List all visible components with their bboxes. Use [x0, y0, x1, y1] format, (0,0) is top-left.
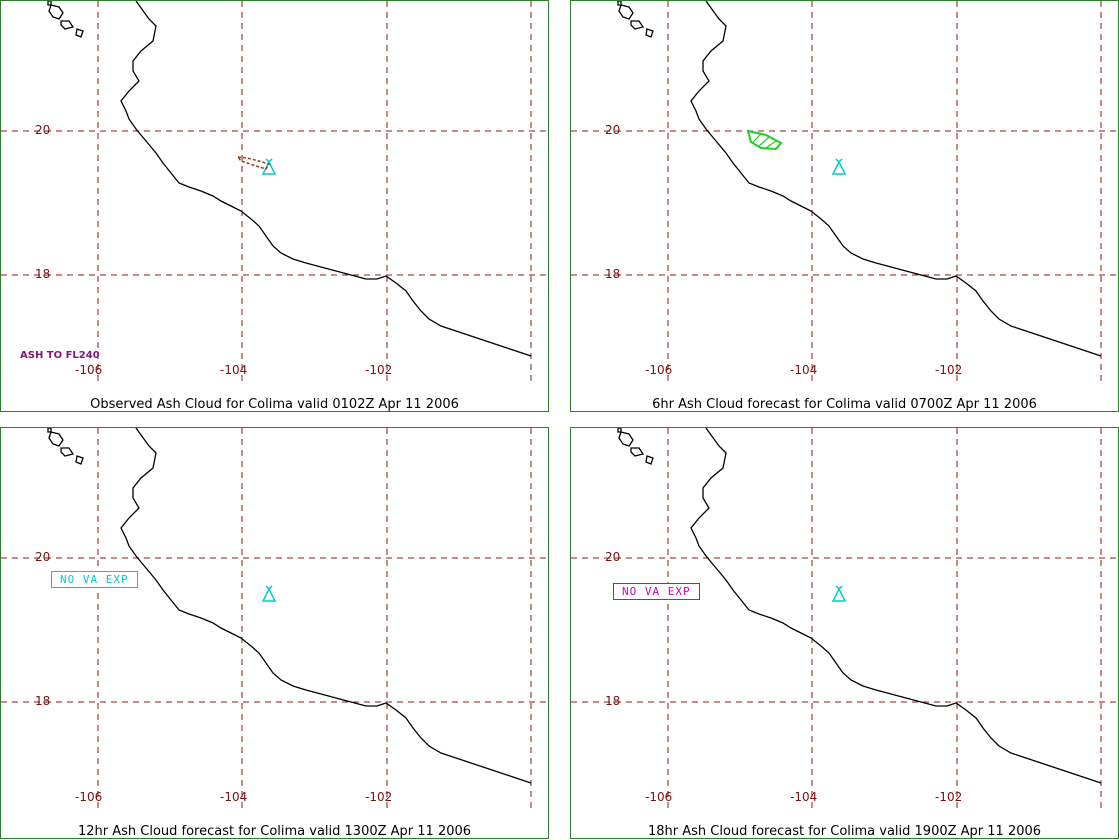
lon-label-106: -106: [75, 363, 103, 377]
coastline: [690, 1, 1102, 357]
island-outline: [60, 447, 75, 457]
no-va-exp-box: NO VA EXP: [613, 583, 700, 600]
map-canvas-3: [1, 428, 550, 808]
island-outline: [60, 20, 75, 30]
lat-label-20: 20: [605, 550, 621, 564]
island-outline: [630, 20, 645, 30]
coastline: [120, 428, 532, 784]
lon-label-104: -104: [220, 790, 248, 804]
lon-label-106: -106: [645, 790, 673, 804]
lon-label-106: -106: [645, 363, 673, 377]
island-outline: [617, 1, 622, 6]
island-outline: [47, 1, 52, 6]
panel-caption: Observed Ash Cloud for Colima valid 0102…: [90, 397, 459, 412]
lat-label-18: 18: [605, 694, 621, 708]
map-canvas-2: [571, 1, 1119, 381]
map-panel-12hr: 20 18 -106 -104 -102 NO VA EXP 12hr Ash …: [0, 427, 550, 839]
volcano-icon: [831, 585, 847, 602]
map-canvas-4: [571, 428, 1119, 808]
island-outline: [645, 455, 654, 465]
coastline: [690, 428, 1102, 784]
no-va-exp-box: NO VA EXP: [51, 571, 138, 588]
map-panel-6hr: 20 18 -106 -104 -102 6hr Ash Cloud forec…: [570, 0, 1119, 412]
lat-label-20: 20: [605, 123, 621, 137]
island-outline: [645, 28, 654, 38]
island-outline: [47, 428, 52, 433]
lon-label-102: -102: [365, 790, 393, 804]
lon-label-104: -104: [790, 790, 818, 804]
lat-label-18: 18: [605, 267, 621, 281]
panel-caption: 6hr Ash Cloud forecast for Colima valid …: [652, 397, 1037, 412]
lon-label-104: -104: [790, 363, 818, 377]
lon-label-102: -102: [935, 790, 963, 804]
panel-caption: 18hr Ash Cloud forecast for Colima valid…: [647, 824, 1042, 839]
panel-caption: 12hr Ash Cloud forecast for Colima valid…: [77, 824, 472, 839]
island-outline: [48, 4, 64, 20]
lon-label-104: -104: [220, 363, 248, 377]
island-outline: [617, 428, 622, 433]
map-panel-observed: 20 18 -106 -104 -102 ASH TO FL240 Observ…: [0, 0, 550, 412]
lat-label-18: 18: [35, 694, 51, 708]
volcano-icon: [831, 158, 847, 175]
map-canvas-1: [1, 1, 550, 381]
lon-label-102: -102: [365, 363, 393, 377]
island-outline: [75, 455, 84, 465]
lat-label-20: 20: [35, 123, 51, 137]
island-outline: [618, 4, 634, 20]
lat-label-18: 18: [35, 267, 51, 281]
island-outline: [75, 28, 84, 38]
coastline: [120, 1, 532, 357]
volcano-icon: [261, 158, 277, 175]
ash-altitude-note: ASH TO FL240: [20, 350, 100, 361]
island-outline: [48, 431, 64, 447]
forecast-ash-cloud: [746, 129, 783, 151]
lon-label-102: -102: [935, 363, 963, 377]
observed-ash-cloud: [236, 156, 271, 170]
island-outline: [630, 447, 645, 457]
lat-label-20: 20: [35, 550, 51, 564]
volcano-icon: [261, 585, 277, 602]
lon-label-106: -106: [75, 790, 103, 804]
island-outline: [618, 431, 634, 447]
map-panel-18hr: 20 18 -106 -104 -102 NO VA EXP 18hr Ash …: [570, 427, 1119, 839]
